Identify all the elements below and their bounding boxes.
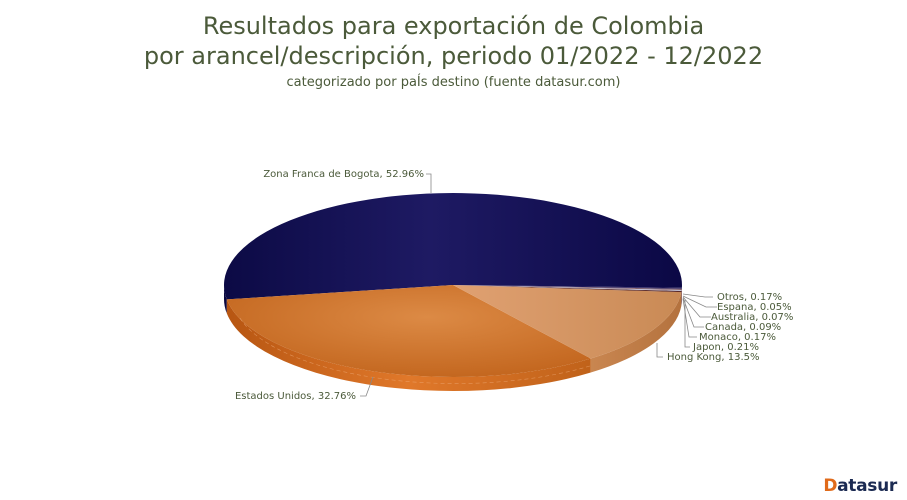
label-otros: Otros, 0.17% — [717, 292, 782, 303]
datasur-logo: Datasur — [823, 476, 897, 496]
label-canada: Canada, 0.09% — [705, 322, 781, 333]
slice-canada[interactable] — [453, 285, 682, 290]
label-hong-kong: Hong Kong, 13.5% — [667, 352, 760, 363]
logo-letter: D — [823, 476, 838, 496]
rim-highlight — [239, 317, 591, 384]
chart-subtitle: categorizado por paÍs destino (fuente da… — [286, 75, 621, 90]
logo-text: atasur — [837, 476, 897, 496]
label-japon: Japon, 0.21% — [692, 342, 759, 353]
label-australia: Australia, 0.07% — [711, 312, 793, 323]
leader-lines — [360, 173, 717, 397]
slice-zona-franca[interactable] — [223, 193, 682, 300]
slice-hong-kong[interactable] — [453, 285, 682, 359]
label-zona-franca: Zona Franca de Bogota, 52.96% — [263, 169, 424, 180]
chart-title-line2: por arancel/descripción, periodo 01/2022… — [143, 42, 764, 70]
slice-side-hong-kong — [590, 292, 682, 373]
slice-side-zona-franca — [223, 285, 227, 314]
label-estados-unidos: Estados Unidos, 32.76% — [235, 391, 356, 402]
chart-title-line1: Resultados para exportación de Colombia — [202, 12, 705, 40]
label-espana: Espana, 0.05% — [717, 302, 792, 313]
slice-japon[interactable] — [453, 285, 682, 293]
slice-side-small — [681, 287, 682, 307]
slice-monaco[interactable] — [453, 285, 682, 291]
slice-estados-unidos[interactable] — [226, 285, 591, 378]
slice-australia[interactable] — [453, 285, 682, 290]
label-monaco: Monaco, 0.17% — [699, 332, 776, 343]
slice-espana[interactable] — [453, 285, 682, 289]
slice-side-estados-unidos — [226, 299, 591, 392]
slice-otros[interactable] — [453, 285, 682, 289]
